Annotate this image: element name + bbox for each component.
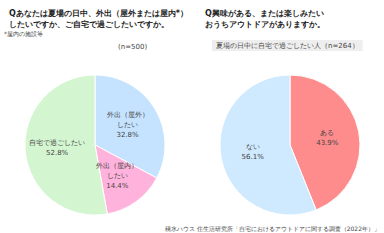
svg-text:夏場の日中に自宅で過ごしたい人（n=264）: 夏場の日中に自宅で過ごしたい人（n=264） — [216, 42, 359, 50]
svg-text:外出（屋外）: 外出（屋外） — [107, 111, 149, 119]
svg-text:14.4%: 14.4% — [106, 182, 129, 190]
svg-text:おうちアウトドアがありますか。: おうちアウトドアがありますか。 — [205, 20, 325, 29]
svg-text:したいですか、ご自宅で過ごしたいですか。: したいですか、ご自宅で過ごしたいですか。 — [9, 19, 169, 29]
svg-text:したい: したい — [117, 121, 138, 129]
svg-text:52.8%: 52.8% — [46, 149, 69, 157]
svg-text:ある: ある — [320, 129, 334, 137]
svg-text:自宅で過ごしたい: 自宅で過ごしたい — [29, 139, 85, 147]
svg-text:外出（屋内）: 外出（屋内） — [96, 162, 138, 170]
svg-text:したい: したい — [107, 172, 128, 180]
svg-text:32.8%: 32.8% — [116, 131, 139, 139]
svg-text:Qあなたは夏場の日中、外出（屋外または屋内*）: Qあなたは夏場の日中、外出（屋外または屋内*） — [9, 9, 188, 18]
svg-text:43.9%: 43.9% — [316, 139, 339, 147]
svg-text:ない: ない — [246, 143, 260, 151]
svg-text:*屋内の施設等: *屋内の施設等 — [4, 30, 43, 37]
svg-text:積水ハウス 住生活研究所「自宅におけるアウトドアに関する調査: 積水ハウス 住生活研究所「自宅におけるアウトドアに関する調査（2022年）」 — [165, 225, 380, 233]
svg-text:56.1%: 56.1% — [242, 153, 265, 161]
svg-text:(n=500): (n=500) — [118, 43, 147, 51]
svg-text:Q興味がある、または楽しみたい: Q興味がある、または楽しみたい — [205, 9, 324, 18]
